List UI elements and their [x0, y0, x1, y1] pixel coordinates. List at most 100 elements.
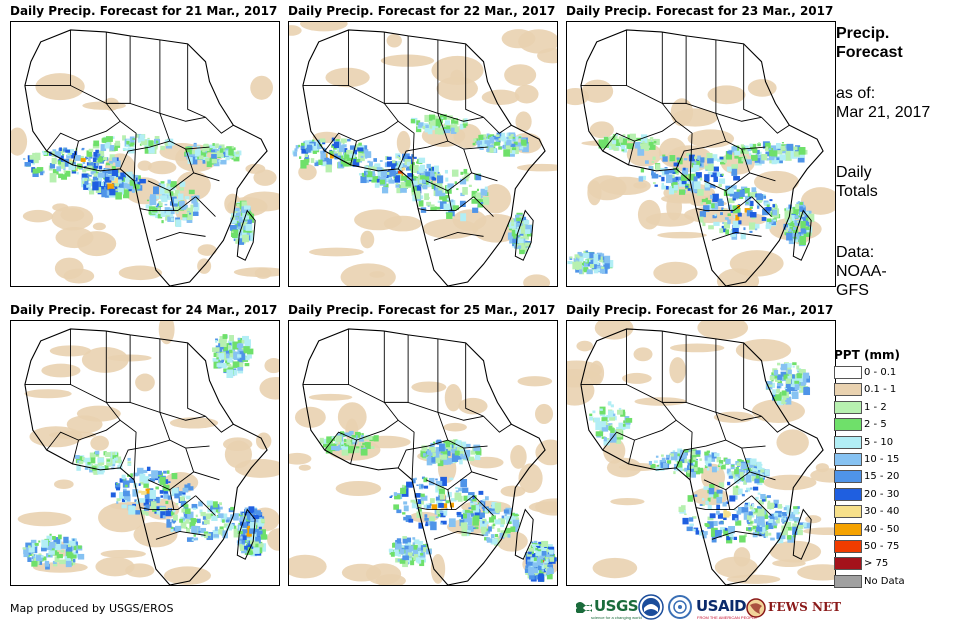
- rain-cell: [751, 509, 756, 512]
- country-border: [580, 85, 687, 104]
- rain-cell: [146, 466, 151, 471]
- rain-cell: [707, 521, 714, 529]
- rain-cell: [160, 511, 166, 519]
- rain-cell: [294, 148, 298, 152]
- rain-cell: [537, 565, 542, 571]
- rain-cell: [646, 145, 650, 149]
- rain-cell: [418, 175, 422, 180]
- rain-cell: [414, 190, 421, 200]
- rain-cell: [439, 114, 447, 120]
- rain-cell: [662, 154, 666, 157]
- rain-cell: [719, 173, 724, 177]
- rain-cell: [418, 157, 426, 163]
- rain-cell: [215, 338, 218, 342]
- rain-cell: [355, 143, 362, 150]
- rain-cell: [800, 381, 805, 386]
- rain-cell: [222, 334, 228, 339]
- rain-cell: [670, 169, 675, 173]
- rain-cell: [243, 205, 251, 210]
- rain-cell: [427, 196, 430, 199]
- rain-cell: [201, 156, 209, 162]
- rain-cell: [89, 452, 96, 459]
- rain-cell: [688, 173, 695, 181]
- rain-cell: [774, 369, 779, 376]
- rain-cell: [54, 556, 60, 563]
- rain-cell: [132, 503, 136, 507]
- rain-cell: [427, 170, 435, 177]
- country-border: [302, 384, 409, 403]
- rain-cell: [458, 449, 464, 457]
- rain-cell: [770, 153, 775, 160]
- rain-cell: [189, 522, 196, 530]
- rain-cell: [725, 151, 733, 160]
- rain-cell: [248, 550, 253, 555]
- rain-cell: [360, 155, 364, 158]
- rain-cell: [768, 142, 771, 145]
- rain-cell: [451, 199, 454, 203]
- rain-cell: [615, 133, 619, 137]
- rain-cell: [755, 474, 760, 479]
- rain-cell: [65, 560, 72, 568]
- rain-cell: [796, 365, 800, 370]
- rain-cell: [114, 483, 121, 489]
- rain-cell: [215, 143, 219, 148]
- light-rain-patch: [518, 463, 543, 494]
- rain-cell: [87, 157, 91, 162]
- rain-cell: [506, 132, 509, 136]
- usgs-wave-icon: [576, 602, 592, 613]
- rain-cell: [577, 251, 582, 256]
- rain-cell: [525, 565, 529, 569]
- rain-cell: [212, 143, 215, 146]
- rain-cell: [768, 384, 773, 388]
- rain-cell: [99, 462, 103, 466]
- rain-cell: [606, 414, 609, 419]
- rain-cell: [27, 155, 31, 160]
- country-border: [465, 342, 484, 417]
- rain-cell: [661, 185, 667, 190]
- rain-cell: [200, 150, 207, 157]
- rain-cell: [760, 493, 766, 500]
- light-rain-patch: [90, 435, 109, 451]
- rain-cell: [239, 517, 247, 523]
- rain-cell: [401, 175, 408, 181]
- rain-cell: [411, 501, 418, 509]
- rain-cell: [454, 492, 462, 501]
- country-border: [725, 489, 731, 510]
- rain-cell: [410, 499, 415, 503]
- rain-cell: [463, 512, 471, 522]
- rain-cell: [704, 453, 710, 461]
- rain-cell: [237, 345, 244, 352]
- rain-cell: [789, 220, 794, 227]
- rain-cell: [655, 164, 661, 171]
- light-rain-patch: [672, 108, 718, 127]
- country-border: [761, 116, 790, 134]
- rain-cell: [95, 158, 100, 165]
- country-border: [628, 120, 693, 181]
- rain-cell: [759, 471, 763, 474]
- rain-cell: [241, 201, 247, 209]
- rain-cell: [107, 183, 114, 190]
- rain-cell: [58, 173, 64, 179]
- rain-cell: [142, 476, 150, 484]
- rain-cell: [434, 127, 440, 135]
- light-rain-patch: [411, 381, 447, 393]
- rain-cell: [801, 216, 806, 220]
- rain-cell: [720, 159, 726, 165]
- rain-cell: [186, 495, 191, 500]
- rain-cell: [478, 490, 484, 495]
- rain-cell: [693, 164, 700, 171]
- rain-cell: [156, 203, 160, 206]
- precip-map-svg: [567, 321, 835, 585]
- rain-cell: [519, 145, 524, 150]
- light-rain-patch: [103, 97, 120, 111]
- rain-cell: [346, 441, 352, 445]
- rain-cell: [333, 141, 340, 149]
- rain-cell: [546, 568, 554, 575]
- rain-cell: [31, 560, 38, 567]
- rain-cell: [179, 496, 185, 502]
- rain-cell: [687, 188, 691, 191]
- rain-cell: [787, 375, 791, 379]
- rain-cell: [744, 195, 751, 202]
- rain-cell: [787, 218, 791, 224]
- country-border: [463, 148, 498, 182]
